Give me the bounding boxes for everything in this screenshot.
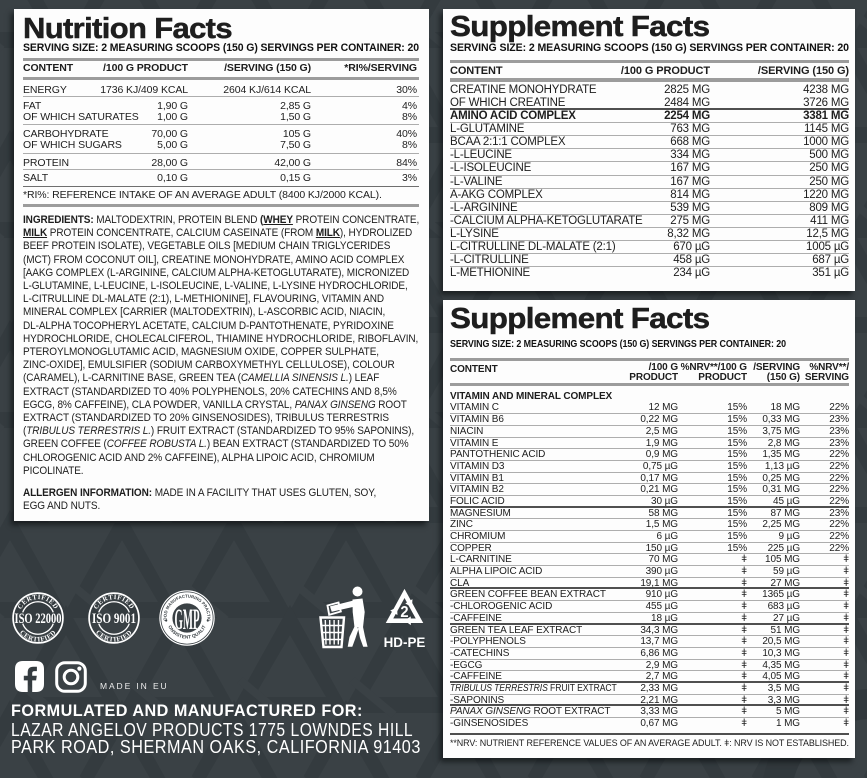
svg-text:CERTIFIED: CERTIFIED	[94, 629, 134, 643]
svg-text:CERTIFIED: CERTIFIED	[18, 629, 58, 643]
svg-text:GMP: GMP	[175, 603, 200, 636]
svg-text:ISO 22000: ISO 22000	[15, 611, 62, 627]
svg-text:ISO 9001: ISO 9001	[92, 611, 136, 627]
svg-text:HD-PE: HD-PE	[384, 635, 426, 648]
svg-text:2: 2	[400, 604, 408, 621]
